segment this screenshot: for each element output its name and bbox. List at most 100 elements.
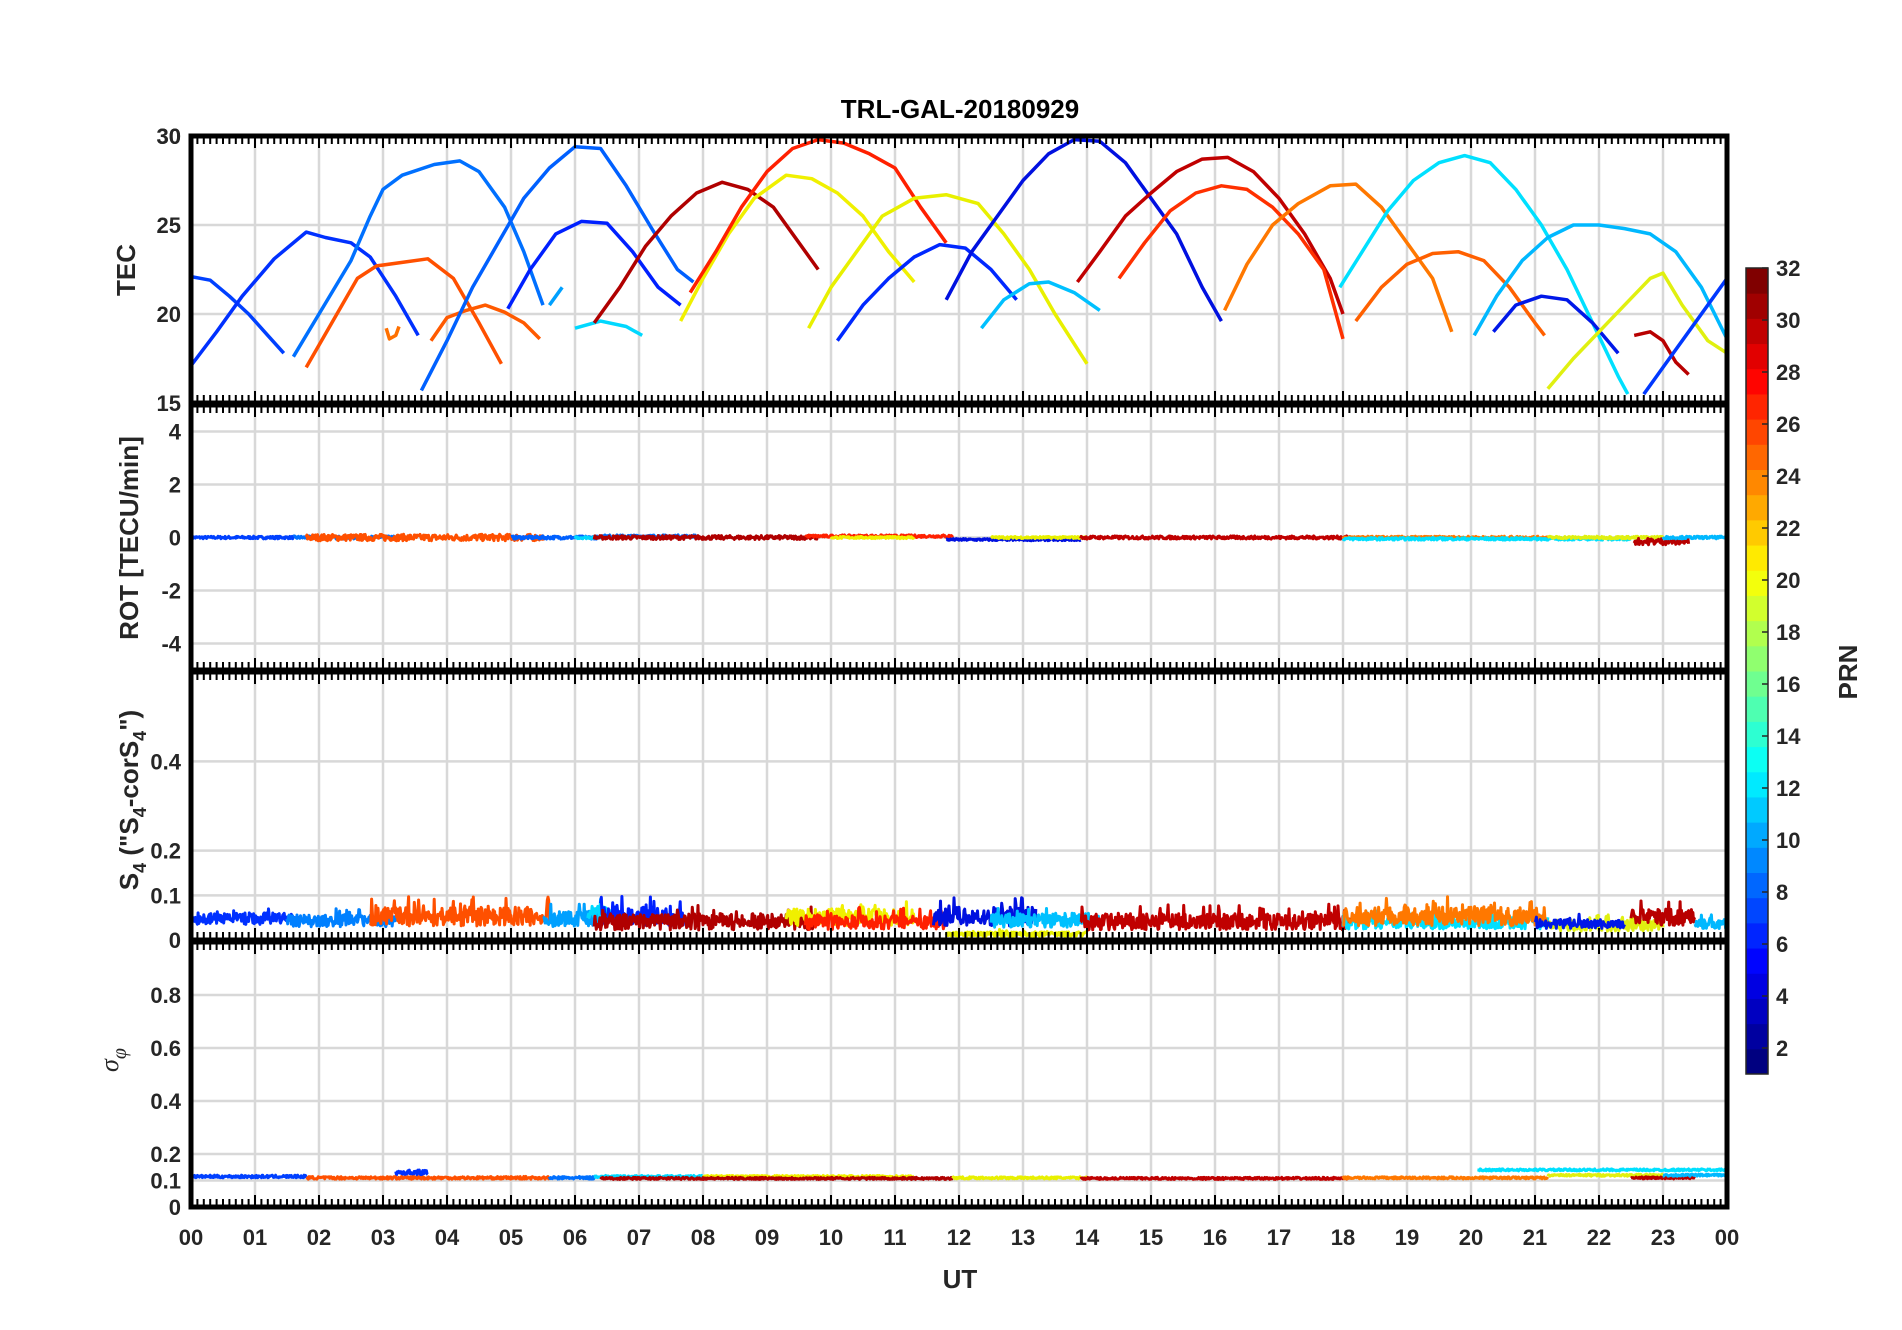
series-line-prn-20 [990,535,1089,541]
series-line-prn-25 [429,303,542,342]
colorbar-band [1746,368,1768,395]
y-tick-label: 0.1 [150,883,181,908]
rot-axis-label: ROT [TECU/min] [114,436,144,640]
s4-label-sub3: 4 [130,731,150,741]
colorbar-tick-label: 2 [1776,1036,1788,1061]
series-line-prn-20 [1546,271,1727,390]
y-tick-label: 0.4 [150,749,181,774]
series-line-prn-4 [506,219,682,310]
colorbar-tick-label: 20 [1776,568,1800,593]
x-tick-label: 05 [499,1225,523,1250]
colorbar-band [1746,268,1768,294]
panel-sigma-phi: 00.10.2 0.4 0.6 0.8 [150,939,1730,1220]
y-tick-label: 25 [157,213,181,238]
s4-label-sub: 4 [130,863,150,873]
colorbar-band [1746,1048,1768,1075]
y-tick-label: 0 [169,928,181,953]
y-tick-label: 0.4 [150,1089,181,1114]
x-tick-label: 13 [1011,1225,1035,1250]
series-line-prn-30 [1079,534,1351,541]
colorbar-band [1746,494,1768,521]
colorbar-band [1746,973,1768,999]
colorbar-tick-label: 16 [1776,672,1800,697]
series-line-prn-31 [592,180,820,324]
series-line-prn-31 [592,904,820,932]
colorbar-tick-label: 18 [1776,620,1800,645]
series-line-prn-5 [394,1168,429,1177]
y-tick-label: 0.8 [150,983,181,1008]
x-tick-label: 04 [435,1225,460,1250]
x-tick-label: 00 [1715,1225,1739,1250]
series-line-prn-6 [191,274,286,355]
x-tick-label: 03 [371,1225,395,1250]
x-tick-label: 16 [1203,1225,1227,1250]
s4-label-sub2: 4 [130,807,150,817]
series-line-prn-31 [599,1175,954,1181]
colorbar-tick-label: 26 [1776,412,1800,437]
colorbar-band [1746,469,1768,496]
colorbar-frame [1745,267,1769,1075]
colorbar-tick-label: 6 [1776,932,1788,957]
series-line-prn-30 [1075,155,1345,315]
series-line-prn-24 [384,325,401,341]
colorbar-tick-label: 10 [1776,828,1800,853]
colorbar-band [1746,419,1768,445]
colorbar-tick-label: 4 [1776,984,1789,1009]
series-line-prn-3 [931,896,1038,928]
x-tick-label: 22 [1587,1225,1611,1250]
series-line-prn-6 [1642,277,1727,396]
colorbar-band [1746,393,1768,420]
y-tick-label: 30 [157,124,181,149]
series-line-prn-21 [829,535,916,541]
y-tick-label: 2 [169,473,181,498]
series-line-prn-25 [304,532,545,543]
y-tick-label: 15 [157,391,181,416]
series-line-prn-11 [1662,1172,1727,1178]
x-tick-labels: 00 01 02 03 04 05 06 07 08 09 10 11 12 13 14 15 16 17 18 19… [179,1225,1739,1250]
panel-s4: 0 0.1 0.2 0.4 [150,669,1730,953]
x-tick-label: 18 [1331,1225,1355,1250]
y-tick-label: 0.6 [150,1036,181,1061]
colorbar-tick-label: 8 [1776,880,1788,905]
panel-rot: -4 -2 0 2 4 [161,402,1730,673]
x-tick-label: 00 [179,1225,203,1250]
chart-title: TRL-GAL-20180929 [841,94,1079,124]
x-tick-label: 20 [1459,1225,1483,1250]
y-tick-label: 30 [157,124,181,149]
x-tick-label: 19 [1395,1225,1419,1250]
series-line-prn-6 [191,534,295,541]
y-tick-label: 0.2 [150,1142,181,1167]
colorbar-band [1746,444,1768,470]
colorbar-tick-label: 14 [1776,724,1801,749]
phi-symbol: φ [109,1048,131,1059]
x-tick-label: 06 [563,1225,587,1250]
x-tick-label: 21 [1523,1225,1547,1250]
series-line-prn-8 [285,907,398,929]
series-line-prn-21 [679,173,916,322]
series-line-prn-11 [1472,223,1727,340]
y-tick-label: -2 [161,579,181,604]
x-tick-label: 11 [883,1225,906,1250]
s4-label-rest-a: ("S [114,817,144,863]
colorbar-band [1746,822,1768,848]
y-tick-label: 20 [157,302,181,327]
s4-label-rest-c: ") [114,710,144,731]
series-line-prn-31 [1632,536,1691,547]
series-line-prn-25 [1354,249,1546,337]
colorbar-band [1746,545,1768,571]
colorbar-tick-label: 22 [1776,516,1800,541]
series-line-prn-3 [1533,912,1626,930]
series-line-prn-5 [191,907,302,926]
x-tick-label: 02 [307,1225,331,1250]
s4-label-main: S [114,873,144,890]
series-line-prn-3 [1492,294,1620,355]
colorbar-tick-label: 28 [1776,360,1800,385]
series-line-prn-8 [291,159,545,358]
series-line-prn-25 [368,895,551,928]
series-line-prn-31 [1629,899,1697,927]
colorbar-tick-label: 24 [1776,464,1801,489]
colorbar-band [1746,696,1768,722]
colorbar-band [1746,771,1768,798]
colorbar-band [1746,293,1768,319]
